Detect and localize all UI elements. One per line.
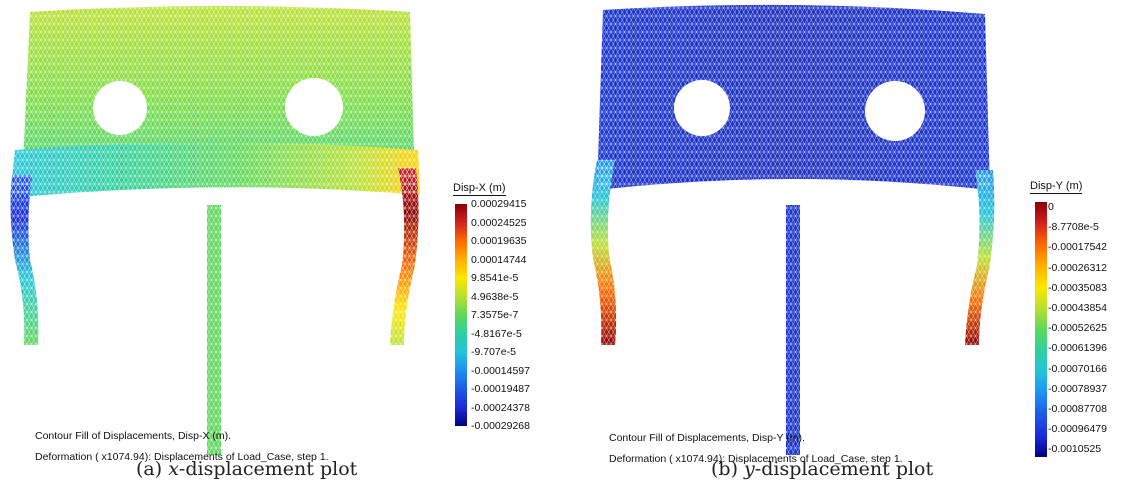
colorbar-tick-label: -0.00017542 [1048,241,1107,254]
subfigure-caption: (a) x-displacement plot [136,458,358,480]
colorbar-tick-label: -0.00096479 [1048,423,1107,436]
colorbar-tick-label: -0.00024378 [471,401,530,414]
colorbar-tick-label: -0.00029268 [471,420,530,432]
legend-title: Disp-Y (m) [1030,180,1083,194]
colorbar-tick-labels: 0.00029415 0.00024525 0.00019635 0.00014744… [471,198,530,439]
plot-caption-line2: Deformation ( x1074.94): Displacements o… [609,453,903,465]
colorbar-tick-label: -0.00052625 [1048,322,1107,335]
colorbar-tick-label: -0.00035083 [1048,281,1107,294]
colorbar [455,204,467,426]
colorbar-tick-label: -0.00014597 [471,364,530,377]
colorbar-tick-label: -0.00061396 [1048,342,1107,355]
colorbar-tick-label: 7.3575e-7 [471,309,519,321]
colorbar-tick-label: -4.8167e-5 [471,327,522,340]
colorbar-tick-label: 0.00019635 [471,235,527,247]
colorbar-tick-label: 0.00014744 [471,253,527,266]
colorbar [1035,202,1047,457]
colorbar-tick-label: -0.00070166 [1048,362,1107,375]
colorbar-tick-label: 0.00024525 [471,216,527,229]
colorbar-tick-label: -0.00026312 [1048,261,1107,274]
plot-caption-line1: Contour Fill of Displacements, Disp-X (m… [35,430,232,442]
colorbar-tick-label: -0.0010525 [1048,443,1102,456]
colorbar-tick-label: -0.00019487 [471,383,530,395]
legend-title: Disp-X (m) [453,182,506,196]
colorbar-tick-label: -9.707e-5 [471,346,516,358]
hole-left [674,80,730,136]
deformed-mesh [10,6,420,455]
y-displacement-contour [590,4,995,455]
plot-caption-line1: Contour Fill of Displacements, Disp-Y (m… [609,432,805,444]
colorbar-tick-label: -0.00087708 [1048,402,1107,415]
hole-right [865,81,925,141]
plot-caption-line2: Deformation ( x1074.94): Displacements o… [35,451,329,463]
colorbar-tick-label: 0 [1048,201,1054,213]
colorbar-tick-labels: 0 -8.7708e-5 -0.00017542 -0.00026312 -0.0003… [1048,197,1107,459]
panel-x-displacement: Disp-X (m) 0.00029415 0.00024525 0.0001963… [10,6,530,480]
hole-right [285,78,343,136]
colorbar-tick-label: -0.00078937 [1048,382,1107,395]
colorbar-tick-label: -0.00043854 [1048,301,1107,314]
colorbar-tick-label: 4.9638e-5 [471,290,519,303]
colorbar-tick-label: -8.7708e-5 [1048,221,1099,234]
hole-left [93,81,147,135]
x-displacement-contour [10,6,420,455]
deformed-mesh [590,4,995,455]
colorbar-tick-label: 9.8541e-5 [471,272,519,284]
colorbar-tick-label: 0.00029415 [471,198,527,210]
panel-y-displacement: Disp-Y (m) 0 -8.7708e-5 -0.00017542 -0.0002… [575,0,1137,487]
subfigure-caption: (b) y-displacement plot [711,458,934,480]
